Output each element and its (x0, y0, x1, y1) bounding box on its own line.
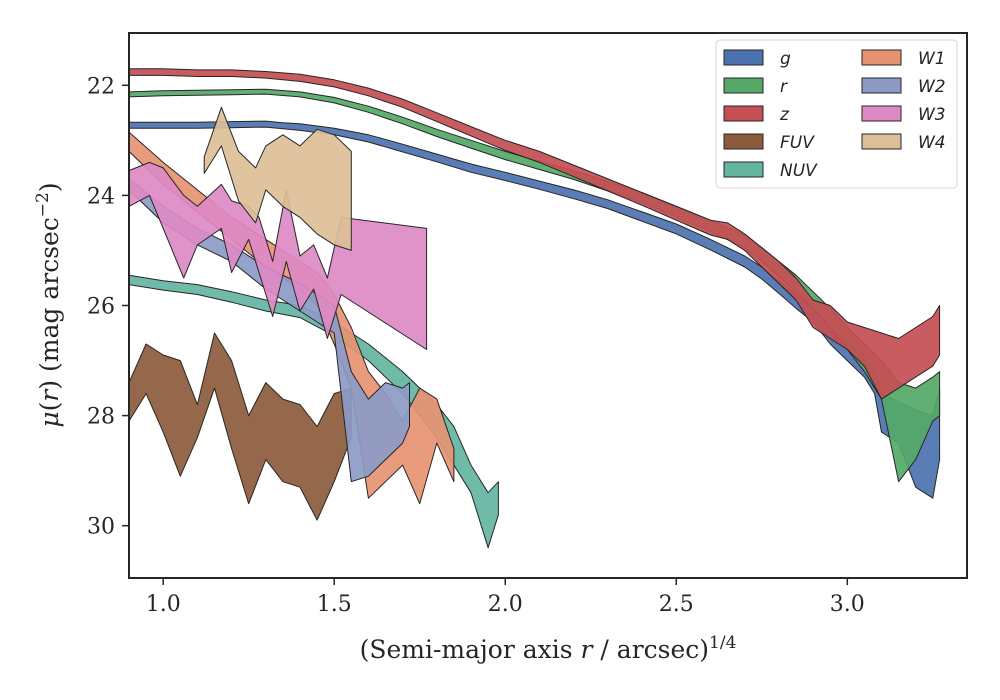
legend-swatch-w1 (861, 49, 902, 66)
legend: grz FUV NUV W1 W2 W3 W4 (715, 39, 958, 189)
legend-label-w3: W3 (918, 105, 946, 125)
legend-frame (715, 39, 958, 189)
legend-label-z: z (779, 105, 790, 125)
y-tick-label: 26 (87, 295, 115, 320)
x-axis-label: (Semi-major axis r / arcsec)1/4 (360, 633, 737, 664)
band-fuv (129, 332, 352, 521)
legend-label-nuv: NUV (780, 161, 818, 181)
y-tick-label: 28 (87, 405, 115, 430)
band-g (129, 120, 941, 499)
band-w4 (203, 106, 352, 251)
x-tick-label: 1.5 (317, 592, 352, 617)
legend-swatch-z (723, 105, 764, 122)
legend-swatch-fuv (723, 133, 764, 150)
legend-label-g: g (780, 49, 791, 69)
y-tick-label: 30 (87, 515, 115, 540)
y-tick-label: 22 (87, 74, 115, 99)
x-tick-label: 3.0 (830, 592, 865, 617)
y-axis-label: μ(r) (mag arcsec−2) (33, 182, 64, 427)
legend-swatch-nuv (723, 161, 764, 178)
y-axis: 22 24 26 28 30 (87, 74, 129, 540)
legend-label-w1: W1 (918, 49, 946, 69)
legend-swatch-w2 (861, 77, 902, 94)
x-axis: 1.0 1.5 2.0 2.5 3.0 (146, 578, 865, 617)
x-tick-label: 2.5 (659, 592, 694, 617)
legend-swatch-r (723, 77, 764, 94)
y-tick-label: 24 (87, 184, 115, 209)
legend-swatch-w4 (861, 133, 902, 150)
legend-swatch-g (723, 49, 764, 66)
legend-label-r: r (780, 77, 788, 97)
legend-label-w2: W2 (918, 77, 946, 97)
band-r (129, 88, 941, 483)
legend-swatch-w3 (861, 105, 902, 122)
band-w3 (129, 161, 428, 350)
x-tick-label: 1.0 (146, 592, 181, 617)
legend-label-fuv: FUV (780, 133, 815, 153)
legend-label-w4: W4 (918, 133, 946, 153)
x-tick-label: 2.0 (488, 592, 523, 617)
band-z (129, 68, 941, 400)
plot-area (129, 68, 941, 549)
